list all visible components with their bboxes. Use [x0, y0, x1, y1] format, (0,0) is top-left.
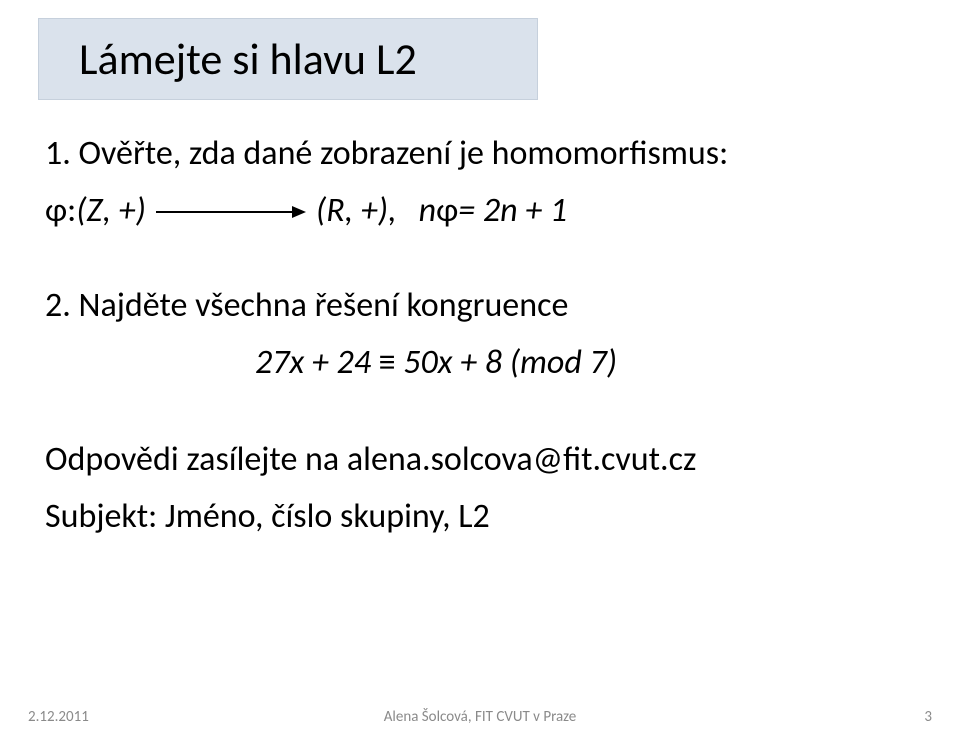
- gap-1: [45, 242, 915, 280]
- congruence-symbol: ≡: [379, 342, 396, 383]
- arrow-icon: [156, 185, 306, 236]
- footer-date: 2.12.2011: [28, 708, 89, 726]
- slide-body: 1. Ověřte, zda dané zobrazení je homomor…: [45, 128, 915, 548]
- subject-line: Subjekt: Jméno, číslo skupiny, L2: [45, 491, 915, 542]
- codomain-set: (R, +),: [316, 185, 397, 236]
- item-2-lead: 2. Najděte všechna řešení kongruence: [45, 280, 915, 331]
- footer: 2.12.2011 Alena Šolcová, FIT CVUT v Praz…: [0, 708, 960, 726]
- item-1-lead: 1. Ověřte, zda dané zobrazení je homomor…: [45, 128, 915, 179]
- domain-set: (Z, +): [76, 185, 146, 236]
- slide: Lámejte si hlavu L2 1. Ověřte, zda dané …: [0, 0, 960, 740]
- congruence-lhs: 27x + 24: [255, 342, 379, 383]
- map-rule-phi: φ: [436, 185, 458, 236]
- title-box: Lámejte si hlavu L2: [38, 18, 538, 100]
- footer-author: Alena Šolcová, FIT CVUT v Praze: [0, 708, 960, 726]
- footer-page-number: 3: [924, 708, 932, 726]
- congruence-line: 27x + 24 ≡ 50x + 8 (mod 7): [45, 337, 915, 388]
- phi-label: φ:: [45, 185, 76, 236]
- answers-line: Odpovědi zasílejte na alena.solcova@fit.…: [45, 434, 915, 485]
- gap-2: [45, 394, 915, 434]
- slide-title: Lámejte si hlavu L2: [79, 32, 417, 86]
- map-rule-rhs: = 2n + 1: [458, 185, 567, 236]
- map-rule-n: n: [419, 185, 436, 236]
- congruence-rhs: 50x + 8 (mod 7): [396, 342, 617, 383]
- mapping-line: φ: (Z, +) (R, +), n φ = 2n + 1: [45, 185, 915, 236]
